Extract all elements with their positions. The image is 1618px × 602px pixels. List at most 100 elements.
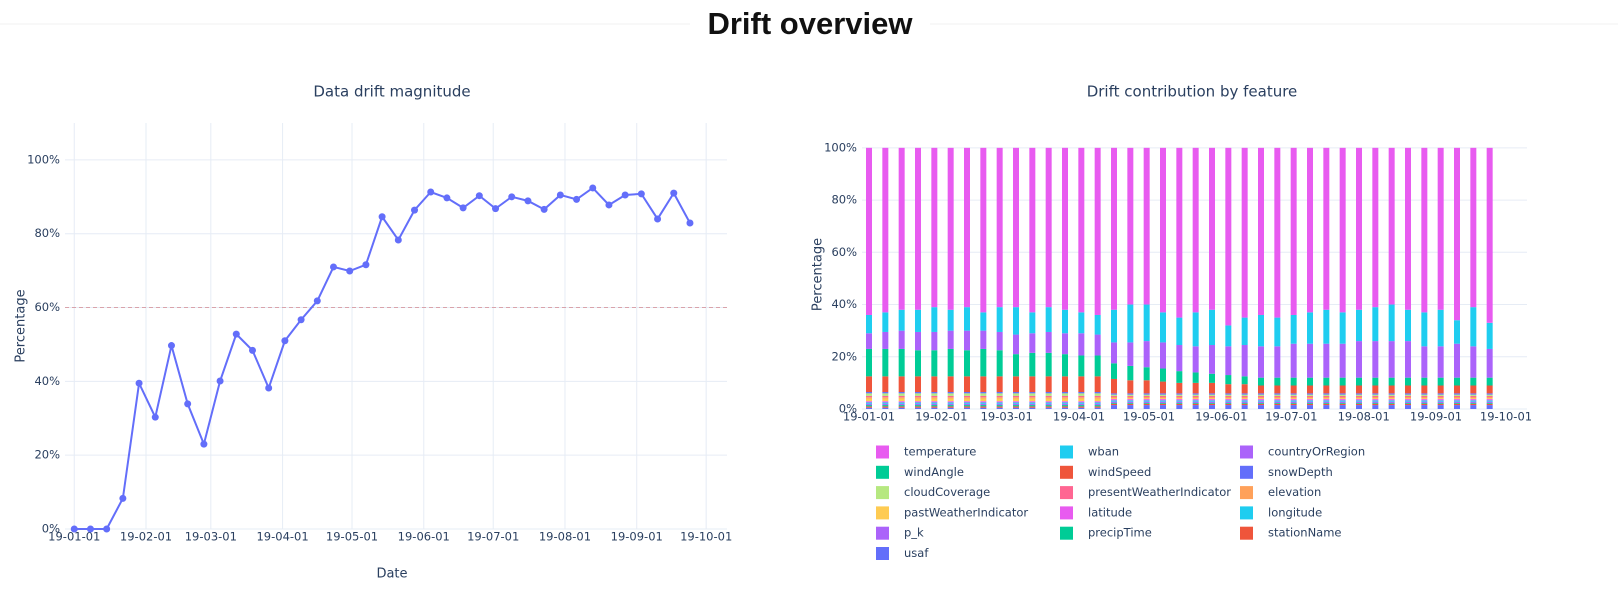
bar-segment <box>1339 343 1346 378</box>
legend-label: longitude <box>1268 505 1322 519</box>
bar-segment <box>1209 345 1215 374</box>
bar-segment <box>915 350 921 377</box>
bar-segment <box>1470 394 1477 396</box>
bar-segment <box>915 331 921 351</box>
bar-segment <box>1013 402 1019 404</box>
bar-segment <box>980 376 987 393</box>
bar-segment <box>1421 405 1428 409</box>
bar-segment <box>1470 399 1477 401</box>
bar-segment <box>1323 402 1330 404</box>
bar-segment <box>1094 397 1101 399</box>
bar-segment <box>1176 400 1183 402</box>
bar-segment <box>1029 401 1036 403</box>
bar-segment <box>1307 147 1313 313</box>
bar-segment <box>1143 398 1150 400</box>
legend-swatch <box>876 486 889 500</box>
data-point <box>232 330 240 338</box>
bar-segment <box>996 307 1003 332</box>
bar-segment <box>1160 368 1166 382</box>
bar-segment <box>866 348 872 377</box>
bar-segment <box>1209 399 1215 401</box>
bar-segment <box>996 395 1003 398</box>
legend-label: countryOrRegion <box>1268 445 1365 459</box>
legend-swatch <box>1240 526 1253 540</box>
bar-segment <box>1274 405 1281 409</box>
bar-segment <box>1176 147 1183 318</box>
bar-segment <box>1421 398 1428 400</box>
bar-segment <box>1454 405 1460 409</box>
bar-segment <box>1356 341 1362 378</box>
data-point <box>297 316 305 324</box>
bar-segment <box>947 407 954 409</box>
bar-segment <box>1388 377 1395 386</box>
bar-segment <box>964 350 970 377</box>
bar-segment <box>1258 346 1264 378</box>
bar-segment <box>1192 382 1199 394</box>
bar-segment <box>947 309 954 331</box>
legend-swatch <box>1060 486 1073 500</box>
bar-segment <box>1225 147 1232 326</box>
bar-segment <box>866 406 872 408</box>
bar-segment <box>1062 392 1068 394</box>
bar-segment <box>947 403 954 406</box>
data-point <box>459 204 467 212</box>
bar-segment <box>1372 403 1379 406</box>
bar-segment <box>882 401 889 403</box>
bar-segment <box>1192 403 1199 406</box>
bar-segment <box>1045 405 1052 407</box>
bar-segment <box>947 401 954 403</box>
bar-segment <box>1143 393 1150 395</box>
bar-segment <box>1437 399 1444 401</box>
bar-segment <box>1372 401 1379 403</box>
y-tick-label: 100% <box>27 152 60 166</box>
data-point <box>135 379 143 387</box>
bar-segment <box>1258 377 1264 386</box>
bar-segment <box>1486 402 1493 404</box>
bar-segment <box>1356 405 1362 409</box>
bar-segment <box>898 393 905 396</box>
bar-segment <box>1241 393 1248 395</box>
bar-segment <box>1209 400 1215 402</box>
bar-segment <box>1405 402 1411 404</box>
bar-segment <box>1323 377 1330 386</box>
bar-segment <box>980 348 987 377</box>
bar-segment <box>1388 396 1395 399</box>
data-point <box>184 400 192 408</box>
bar-segment <box>1290 377 1297 386</box>
bar-segment <box>947 395 954 398</box>
data-point <box>265 384 273 392</box>
bar-segment <box>1307 343 1313 378</box>
bar-segment <box>1127 399 1134 401</box>
x-tick-label: 19-08-01 <box>1338 410 1390 424</box>
bar-segment <box>931 406 938 408</box>
legend-label: p_k <box>904 526 924 540</box>
bar-segment <box>1160 395 1166 397</box>
bar-segment <box>1454 393 1460 395</box>
bar-segment <box>1209 403 1215 406</box>
bar-segment <box>1013 403 1019 406</box>
bar-segment <box>1258 393 1264 395</box>
bar-segment <box>866 333 872 349</box>
bar-segment <box>1388 405 1395 409</box>
bar-segment <box>1405 377 1411 386</box>
bar-segment <box>1062 395 1068 398</box>
bar-segment <box>1486 377 1493 386</box>
bar-segment <box>1356 400 1362 402</box>
bar-segment <box>1405 400 1411 402</box>
bar-segment <box>1062 376 1068 393</box>
bar-segment <box>915 309 921 332</box>
bar-segment <box>1127 365 1134 381</box>
x-axis-label: Date <box>376 567 407 582</box>
data-point <box>686 219 694 227</box>
bar-segment <box>964 395 970 398</box>
bar-segment <box>1258 398 1264 400</box>
x-tick-label: 19-09-01 <box>611 530 663 544</box>
bar-segment <box>1372 399 1379 401</box>
legend-swatch <box>1060 506 1073 520</box>
bar-segment <box>1225 399 1232 401</box>
bar-segment <box>1470 405 1477 409</box>
bar-segment <box>1307 394 1313 396</box>
bar-segment <box>1323 403 1330 406</box>
bar-segment <box>1323 405 1330 409</box>
bar-segment <box>1258 399 1264 401</box>
